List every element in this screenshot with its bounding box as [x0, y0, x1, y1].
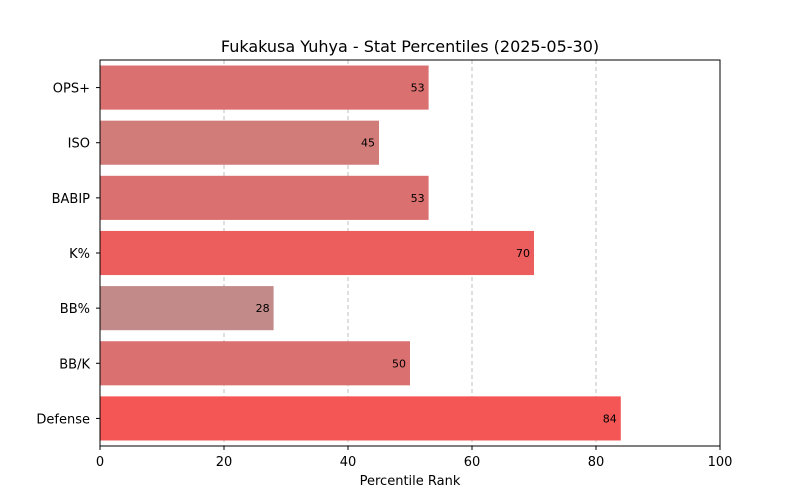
x-tick-label-60: 60 — [464, 455, 481, 470]
x-tick-label-100: 100 — [708, 455, 733, 470]
bar-babip — [100, 175, 429, 220]
bar-ops — [100, 65, 429, 110]
bar-bb-k — [100, 341, 410, 386]
bar-iso — [100, 120, 379, 165]
x-axis-ticks: 0 20 40 60 80 100 — [96, 446, 733, 470]
y-tick-label-bb: BB% — [60, 302, 90, 317]
data-label-bb-k: 50 — [392, 357, 406, 370]
bar-defense — [100, 396, 621, 441]
data-label-ops: 53 — [411, 82, 425, 95]
y-tick-label-ops: OPS+ — [53, 82, 90, 97]
y-axis-ticks: OPS+ ISO BABIP K% BB% BB/K Defense — [36, 82, 100, 427]
bar-k — [100, 230, 534, 276]
bar-bb — [100, 286, 274, 331]
x-axis-label: Percentile Rank — [360, 474, 461, 489]
y-tick-label-k: K% — [69, 247, 90, 262]
data-label-babip: 53 — [411, 192, 425, 205]
x-tick-label-20: 20 — [216, 455, 233, 470]
data-label-iso: 45 — [361, 137, 375, 150]
chart-title: Fukakusa Yuhya - Stat Percentiles (2025-… — [221, 37, 599, 56]
y-tick-label-iso: ISO — [68, 137, 90, 152]
y-tick-label-bb-k: BB/K — [59, 357, 90, 372]
data-labels: 53 45 53 70 28 50 84 — [256, 82, 617, 426]
y-tick-label-defense: Defense — [36, 412, 90, 427]
x-tick-label-80: 80 — [588, 455, 605, 470]
x-tick-label-40: 40 — [340, 455, 357, 470]
bars — [100, 65, 621, 441]
y-tick-label-babip: BABIP — [52, 192, 91, 207]
x-tick-label-0: 0 — [96, 455, 104, 470]
data-label-defense: 84 — [603, 412, 617, 425]
data-label-k: 70 — [516, 247, 530, 260]
data-label-bb: 28 — [256, 302, 270, 315]
